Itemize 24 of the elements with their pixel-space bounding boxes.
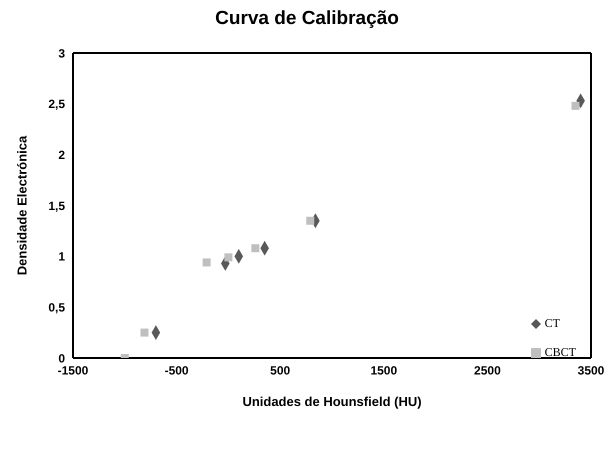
y-tick-label: 2 (58, 148, 66, 162)
legend-label: CBCT (544, 345, 576, 360)
x-tick-label: 500 (270, 364, 291, 378)
x-tick-label: -500 (164, 364, 189, 378)
x-tick-label: 2500 (474, 364, 502, 378)
legend-label: CT (544, 316, 560, 331)
y-tick-label: 0 (58, 351, 66, 366)
point (140, 328, 148, 337)
x-axis-title: Unidades de Hounsfield (HU) (242, 394, 422, 409)
y-tick-label: 1,5 (48, 198, 66, 213)
y-tick-label: 3 (58, 46, 66, 60)
y-tick-label: 0,5 (48, 300, 66, 314)
point (202, 258, 211, 266)
y-tick-label: 1 (58, 250, 66, 264)
x-tick-label: 1500 (370, 364, 398, 378)
x-tick-label: 3500 (578, 364, 605, 378)
point (251, 244, 260, 252)
y-axis-title: Densidade Electrónica (14, 135, 30, 276)
point (571, 102, 580, 110)
point (224, 253, 232, 262)
point (306, 216, 314, 225)
x-tick-label: -1500 (58, 364, 89, 378)
y-tick-label: 2,5 (48, 97, 66, 112)
chart-title: Curva de Calibração (214, 8, 400, 30)
